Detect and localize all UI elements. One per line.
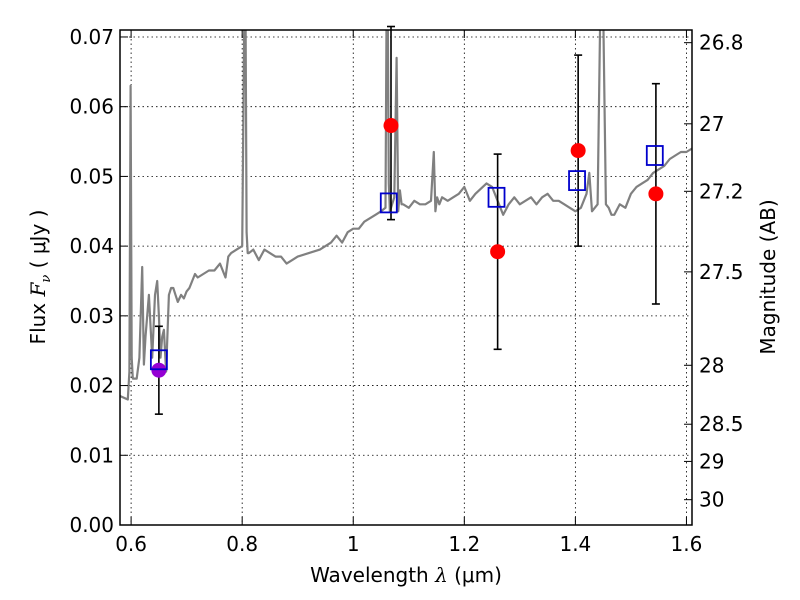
y-tick-label: 0.00 <box>69 513 114 537</box>
markers <box>149 25 664 415</box>
data-point <box>570 143 586 159</box>
data-point <box>490 244 506 260</box>
plot-frame <box>119 29 693 526</box>
plot-area <box>120 30 692 401</box>
data-point <box>383 118 399 134</box>
y2-tick-label: 27.2 <box>699 179 744 203</box>
ticks: 0.6 0.8 1 1.2 1.4 1.6 0.00 0.01 0.02 0.03 0.04 0.05… <box>69 25 743 556</box>
y-tick-label: 0.07 <box>69 25 114 49</box>
model-point <box>487 186 506 208</box>
x-tick-label: 1.6 <box>671 532 703 556</box>
y2-tick-label: 28 <box>699 353 724 377</box>
y2-tick-label: 26.8 <box>699 31 744 55</box>
model-point <box>645 145 664 166</box>
y2-tick-label: 29 <box>699 449 724 473</box>
x-tick-label: 0.6 <box>115 532 147 556</box>
data-point <box>151 362 167 378</box>
y2-tick-label: 28.5 <box>699 412 744 436</box>
x-tick-label: 1.2 <box>448 532 480 556</box>
y-tick-label: 0.02 <box>69 374 114 398</box>
y2-tick-label: 30 <box>699 488 724 512</box>
spectrum-line <box>120 30 692 401</box>
y-tick-label: 0.01 <box>69 443 114 467</box>
y-tick-label: 0.06 <box>69 95 114 119</box>
y-tick-label: 0.04 <box>69 234 114 258</box>
x-axis-label: Wavelength λ (μm) <box>310 563 502 587</box>
model-point <box>379 192 398 214</box>
y-axis-label: Flux Fν ( μJy ) <box>26 210 54 345</box>
y-tick-label: 0.05 <box>69 164 114 188</box>
y2-tick-label: 27 <box>699 112 724 136</box>
model-point <box>568 170 586 191</box>
data-point <box>648 186 664 202</box>
y2-axis-label: Magnitude (AB) <box>756 199 780 354</box>
model-point <box>149 349 168 371</box>
plot-background <box>120 30 692 525</box>
x-tick-label: 0.8 <box>226 532 258 556</box>
x-tick-label: 1 <box>347 532 360 556</box>
y-tick-label: 0.03 <box>69 304 114 328</box>
y2-tick-label: 27.5 <box>699 260 744 284</box>
x-tick-label: 1.4 <box>559 532 591 556</box>
